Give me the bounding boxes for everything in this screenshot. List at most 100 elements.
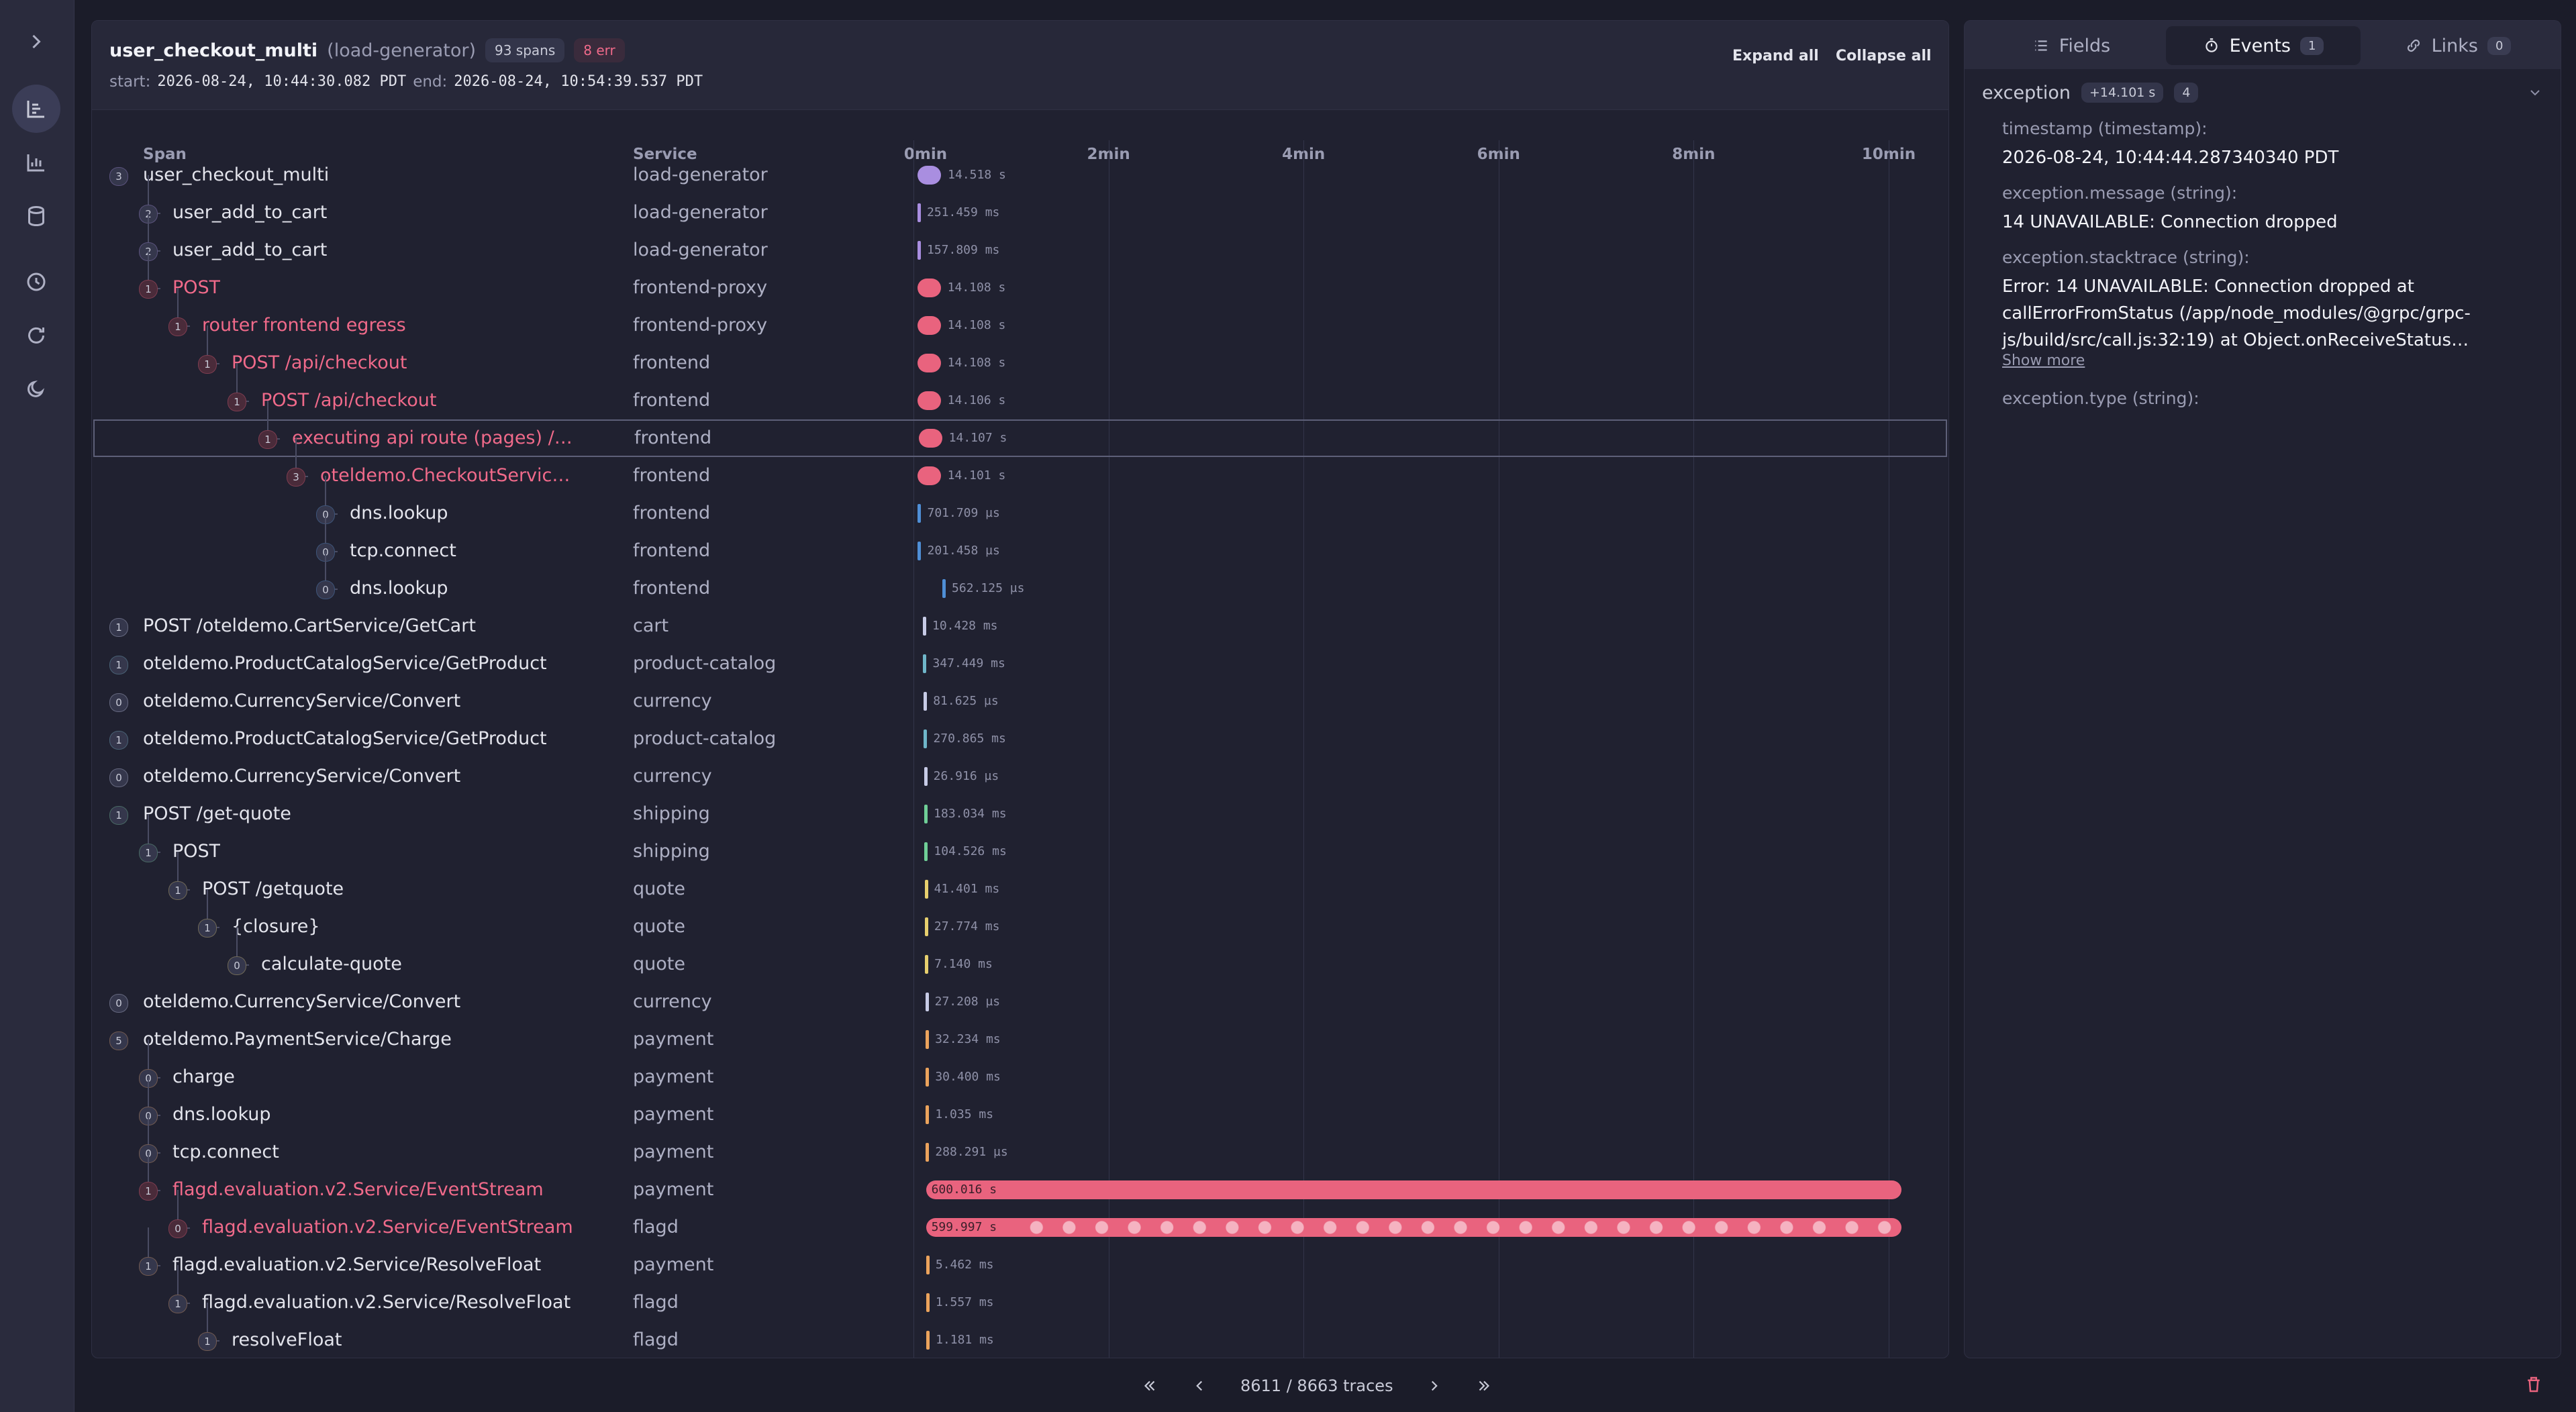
span-name[interactable]: user_checkout_multi [143, 164, 330, 185]
span-row[interactable]: 0 oteldemo.CurrencyService/Convert currenc… [92, 983, 1948, 1021]
child-count-badge[interactable]: 1 [198, 1332, 217, 1351]
span-bar[interactable] [924, 767, 928, 786]
child-count-badge[interactable]: 1 [109, 618, 128, 637]
child-count-badge[interactable]: 1 [139, 1182, 158, 1201]
span-name[interactable]: oteldemo.CurrencyService/Convert [143, 766, 461, 787]
span-name[interactable]: oteldemo.CurrencyService/Convert [143, 691, 461, 711]
chevron-down-icon[interactable] [2527, 85, 2543, 101]
span-name[interactable]: oteldemo.PaymentService/Charge [143, 1029, 452, 1050]
span-bar[interactable] [918, 241, 921, 260]
span-bar[interactable] [926, 1068, 930, 1087]
span-bar[interactable] [924, 729, 928, 748]
span-name[interactable]: dns.lookup [172, 1104, 271, 1125]
span-name[interactable]: oteldemo.CheckoutService/PlaceO… [320, 465, 579, 486]
span-name[interactable]: POST /get-quote [143, 803, 291, 824]
show-more-link[interactable]: Show more [2002, 352, 2085, 369]
span-row[interactable]: 1 oteldemo.ProductCatalogService/GetProdu… [92, 645, 1948, 683]
span-name[interactable]: oteldemo.CurrencyService/Convert [143, 991, 461, 1012]
span-row[interactable]: 1 flagd.evaluation.v2.Service/ResolveFloa… [92, 1265, 1948, 1321]
span-row[interactable]: 3 user_checkout_multi load-generator 14.518… [92, 156, 1948, 194]
span-name[interactable]: user_add_to_cart [172, 240, 328, 260]
expand-all-button[interactable]: Expand all [1732, 47, 1819, 64]
child-count-badge[interactable]: 3 [287, 468, 305, 487]
prev-page-icon[interactable] [1191, 1377, 1208, 1395]
child-count-badge[interactable]: 1 [109, 731, 128, 750]
span-bar[interactable] [918, 316, 941, 335]
last-page-icon[interactable] [1475, 1377, 1493, 1395]
span-bar[interactable] [924, 917, 928, 936]
span-bar[interactable] [918, 203, 921, 222]
span-row[interactable]: 1 oteldemo.ProductCatalogService/GetProdu… [92, 720, 1948, 758]
span-row[interactable]: 0 dns.lookup frontend 562.125 µs [92, 551, 1948, 607]
span-row[interactable]: 1 POST /get-quote shipping 183.034 ms [92, 795, 1948, 833]
span-name[interactable]: executing api route (pages) /api/check… [292, 427, 581, 448]
service-column-header[interactable]: Service [633, 146, 697, 163]
span-name[interactable]: tcp.connect [172, 1142, 279, 1162]
span-name[interactable]: router frontend egress [202, 315, 406, 336]
span-name[interactable]: resolveFloat [232, 1329, 342, 1350]
span-name[interactable]: tcp.connect [350, 540, 456, 561]
span-bar[interactable] [918, 354, 941, 372]
span-bar[interactable] [925, 955, 929, 974]
span-bar[interactable] [923, 654, 927, 673]
chevron-right-icon[interactable] [12, 17, 60, 66]
span-row[interactable]: 0 calculate-quote quote 7.140 ms [92, 927, 1948, 983]
span-row[interactable]: 1 POST shipping 104.526 ms [92, 814, 1948, 870]
child-count-badge[interactable]: 1 [198, 355, 217, 374]
span-row[interactable]: 0 oteldemo.CurrencyService/Convert currenc… [92, 758, 1948, 795]
span-bar[interactable] [919, 429, 942, 448]
span-name[interactable]: user_add_to_cart [172, 202, 328, 223]
child-count-badge[interactable]: 0 [109, 994, 128, 1013]
span-bar[interactable] [918, 466, 941, 485]
span-name[interactable]: POST [172, 841, 221, 862]
span-bar[interactable] [925, 993, 929, 1011]
span-row[interactable]: 0chargepayment30.400 ms [92, 1040, 1948, 1096]
child-count-badge[interactable]: 1 [168, 1295, 187, 1313]
span-bar[interactable] [926, 1256, 930, 1274]
event-header[interactable]: exception +14.101 s 4 [1982, 79, 2543, 107]
span-name[interactable]: {closure} [232, 916, 320, 937]
span-row[interactable]: 1 POST /api/checkout frontend 14.106 s [92, 363, 1948, 419]
trash-icon[interactable] [2524, 1374, 2544, 1395]
span-name[interactable]: flagd.evaluation.v2.Service/EventStream [202, 1217, 573, 1238]
span-bar[interactable] [926, 1143, 930, 1162]
tab-events[interactable]: Events 1 [2166, 26, 2361, 65]
span-bar[interactable] [924, 880, 928, 899]
span-name[interactable]: POST [172, 277, 221, 298]
span-row[interactable]: 0 oteldemo.CurrencyService/Convert currenc… [92, 683, 1948, 720]
span-row[interactable]: 1 POST /oteldemo.CartService/GetCart cart 1… [92, 607, 1948, 645]
span-row[interactable]: 1 executing api route (pages) /api/check…… [93, 401, 1947, 457]
collapse-all-button[interactable]: Collapse all [1836, 47, 1932, 64]
span-row[interactable]: 1 {closure} quote 27.774 ms [92, 889, 1948, 946]
next-page-icon[interactable] [1426, 1377, 1443, 1395]
tab-fields[interactable]: Fields [1974, 26, 2169, 65]
child-count-badge[interactable]: 1 [168, 317, 187, 336]
span-bar[interactable] [924, 692, 928, 711]
span-name[interactable]: flagd.evaluation.v2.Service/ResolveFloat [172, 1254, 542, 1275]
span-bar[interactable] [918, 166, 942, 185]
span-row[interactable]: 1 router frontend egress frontend-proxy 14.… [92, 288, 1948, 344]
span-name[interactable]: oteldemo.ProductCatalogService/GetProduc… [143, 728, 547, 749]
child-count-badge[interactable]: 1 [198, 919, 217, 938]
span-name[interactable]: POST /oteldemo.CartService/GetCart [143, 615, 476, 636]
database-icon[interactable] [12, 192, 60, 240]
span-bar[interactable] [926, 1293, 930, 1312]
span-name[interactable]: POST /api/checkout [232, 352, 407, 373]
span-bar[interactable] [926, 1331, 930, 1350]
span-row[interactable]: 1 flagd.evaluation.v2.Service/EventStream… [92, 1152, 1948, 1209]
span-bar[interactable] [922, 617, 926, 636]
span-row[interactable]: 3 oteldemo.CheckoutService/PlaceO… fronten… [92, 438, 1948, 495]
child-count-badge[interactable]: 0 [228, 956, 246, 975]
child-count-badge[interactable]: 1 [168, 881, 187, 900]
child-count-badge[interactable]: 0 [168, 1219, 187, 1238]
child-count-badge[interactable]: 0 [316, 581, 335, 599]
span-bar[interactable] [924, 842, 928, 861]
span-bar[interactable] [918, 279, 941, 297]
span-name[interactable]: dns.lookup [350, 578, 448, 599]
span-bar[interactable] [918, 391, 941, 410]
